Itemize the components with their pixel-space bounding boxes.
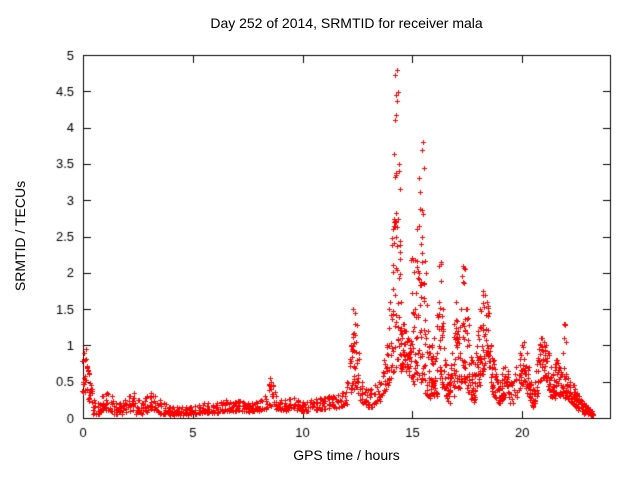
x-axis-label: GPS time / hours bbox=[293, 447, 400, 463]
chart-title: Day 252 of 2014, SRMTID for receiver mal… bbox=[210, 15, 483, 31]
y-axis-label: SRMTID / TECUs bbox=[12, 180, 28, 292]
